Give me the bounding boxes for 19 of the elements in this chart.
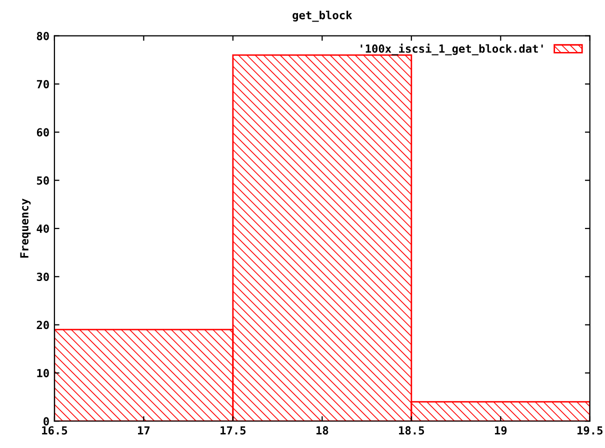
chart-title: get_block xyxy=(292,10,352,22)
y-tick-label: 40 xyxy=(36,224,49,233)
y-tick-label: 60 xyxy=(36,128,49,137)
y-tick-label: 50 xyxy=(36,176,49,185)
y-tick-label: 70 xyxy=(36,80,49,88)
x-tick-label: 16.5 xyxy=(42,426,68,435)
x-tick-label: 18 xyxy=(316,426,328,435)
y-tick-label: 0 xyxy=(44,417,49,426)
x-tick-label: 19.5 xyxy=(578,426,602,435)
y-tick-label: 30 xyxy=(36,272,49,282)
y-tick-label: 80 xyxy=(36,32,49,40)
x-tick-label: 17 xyxy=(138,426,150,434)
y-axis-title: Frequency xyxy=(20,198,31,258)
x-tick-label: 17.5 xyxy=(220,426,246,435)
legend-label: '100x_iscsi_1_get_block.dat' xyxy=(360,44,543,56)
y-tick-label: 20 xyxy=(36,320,49,330)
x-tick-label: 18.5 xyxy=(399,426,424,435)
x-tick-label: 19 xyxy=(494,426,507,435)
y-tick-label: 10 xyxy=(37,368,49,378)
